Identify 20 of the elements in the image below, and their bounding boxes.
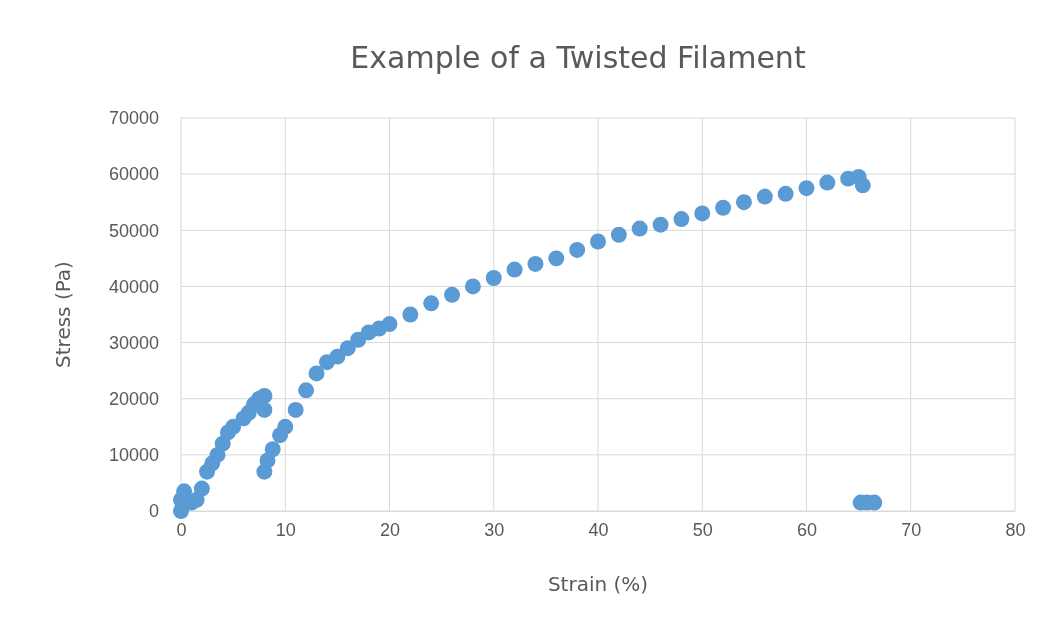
y-tick-label: 70000	[108, 108, 159, 129]
x-tick-label: 10	[275, 519, 296, 540]
x-tick-label: 20	[379, 519, 401, 540]
chart-title: Example of a Twisted Filament	[350, 40, 806, 75]
y-tick-label: 20000	[108, 388, 159, 409]
x-axis-title: Strain (%)	[547, 572, 649, 596]
x-tick-label: 70	[901, 519, 922, 540]
y-tick-label: 30000	[108, 332, 159, 353]
x-tick-label: 60	[796, 519, 818, 540]
x-tick-label: 40	[588, 519, 609, 540]
x-tick-label: 30	[484, 519, 505, 540]
y-axis-title: Stress (Pa)	[51, 261, 75, 368]
y-tick-label: 10000	[108, 445, 159, 466]
x-tick-label: 0	[176, 519, 187, 540]
x-tick-label: 50	[692, 519, 713, 540]
y-tick-label: 50000	[108, 220, 159, 241]
y-tick-label: 40000	[108, 276, 159, 297]
y-tick-label: 0	[148, 501, 159, 522]
x-tick-label: 80	[1005, 519, 1026, 540]
y-tick-label: 60000	[108, 164, 159, 185]
